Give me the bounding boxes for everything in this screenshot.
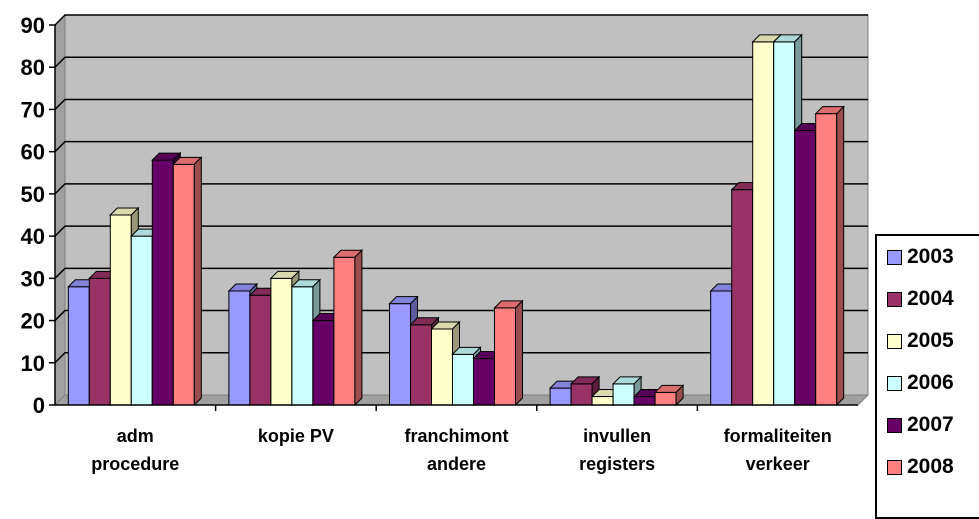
x-category-label: adm procedure [91, 426, 179, 474]
legend-label: 2006 [907, 371, 954, 394]
y-tick-label: 70 [21, 97, 45, 122]
gridline [54, 98, 868, 110]
legend-swatch [887, 249, 902, 265]
legend-label: 2008 [907, 455, 954, 478]
y-tick-label: 50 [21, 182, 45, 207]
gridline [54, 309, 868, 322]
x-category-label: franchimont andere [404, 426, 508, 474]
legend-item-2007: 2007 [887, 413, 954, 437]
legend-swatch [887, 459, 902, 475]
gridline [54, 267, 868, 279]
legend-item-2003: 2003 [887, 245, 954, 269]
gridline [54, 14, 868, 26]
legend: 2003 2004 2005 2006 2007 2008 [875, 234, 979, 519]
legend-swatch [887, 375, 902, 391]
legend-label: 2004 [907, 287, 954, 310]
legend-label: 2007 [907, 413, 954, 436]
bar-2008-1 [332, 249, 364, 407]
x-category-label: invullen registers [579, 426, 655, 474]
bar-2008-2 [493, 299, 524, 407]
y-tick-label: 30 [21, 266, 45, 291]
x-category-label: formaliteiten verkeer [724, 426, 832, 474]
y-tick-label: 60 [21, 140, 45, 165]
legend-item-2004: 2004 [887, 287, 954, 311]
x-category-label: kopie PV [258, 426, 334, 446]
bar-2008-0 [172, 156, 203, 407]
plot-side-wall [54, 13, 66, 407]
gridline [54, 225, 868, 237]
y-tick-label: 10 [21, 351, 45, 376]
y-tick-label: 80 [21, 55, 45, 80]
bars [67, 33, 845, 407]
y-tick-label: 0 [33, 393, 45, 418]
gridline [54, 183, 868, 195]
legend-swatch [887, 333, 902, 349]
bar-2008-3 [653, 384, 685, 407]
gridline [54, 140, 868, 153]
y-tick-label: 20 [21, 309, 45, 334]
legend-swatch [887, 291, 902, 307]
y-tick-labels: 0 10 20 30 40 50 60 70 80 90 [21, 13, 45, 418]
gridline [54, 352, 868, 364]
bar-2008-4 [814, 105, 845, 407]
legend-label: 2003 [907, 245, 954, 268]
y-tick-label: 90 [21, 13, 45, 38]
legend-item-2005: 2005 [887, 329, 954, 353]
x-category-labels: adm procedure kopie PV franchimont andere inv… [91, 426, 831, 474]
axes [49, 24, 858, 411]
gridlines [54, 14, 868, 364]
legend-swatch [887, 417, 902, 433]
y-tick-label: 40 [21, 224, 45, 249]
bar-chart: 0 10 20 30 40 50 60 70 80 90 adm procedure kopie PV… [21, 13, 870, 474]
legend-item-2006: 2006 [887, 371, 954, 395]
legend-item-2008: 2008 [887, 455, 954, 479]
gridline [54, 56, 868, 68]
legend-label: 2005 [907, 329, 954, 352]
